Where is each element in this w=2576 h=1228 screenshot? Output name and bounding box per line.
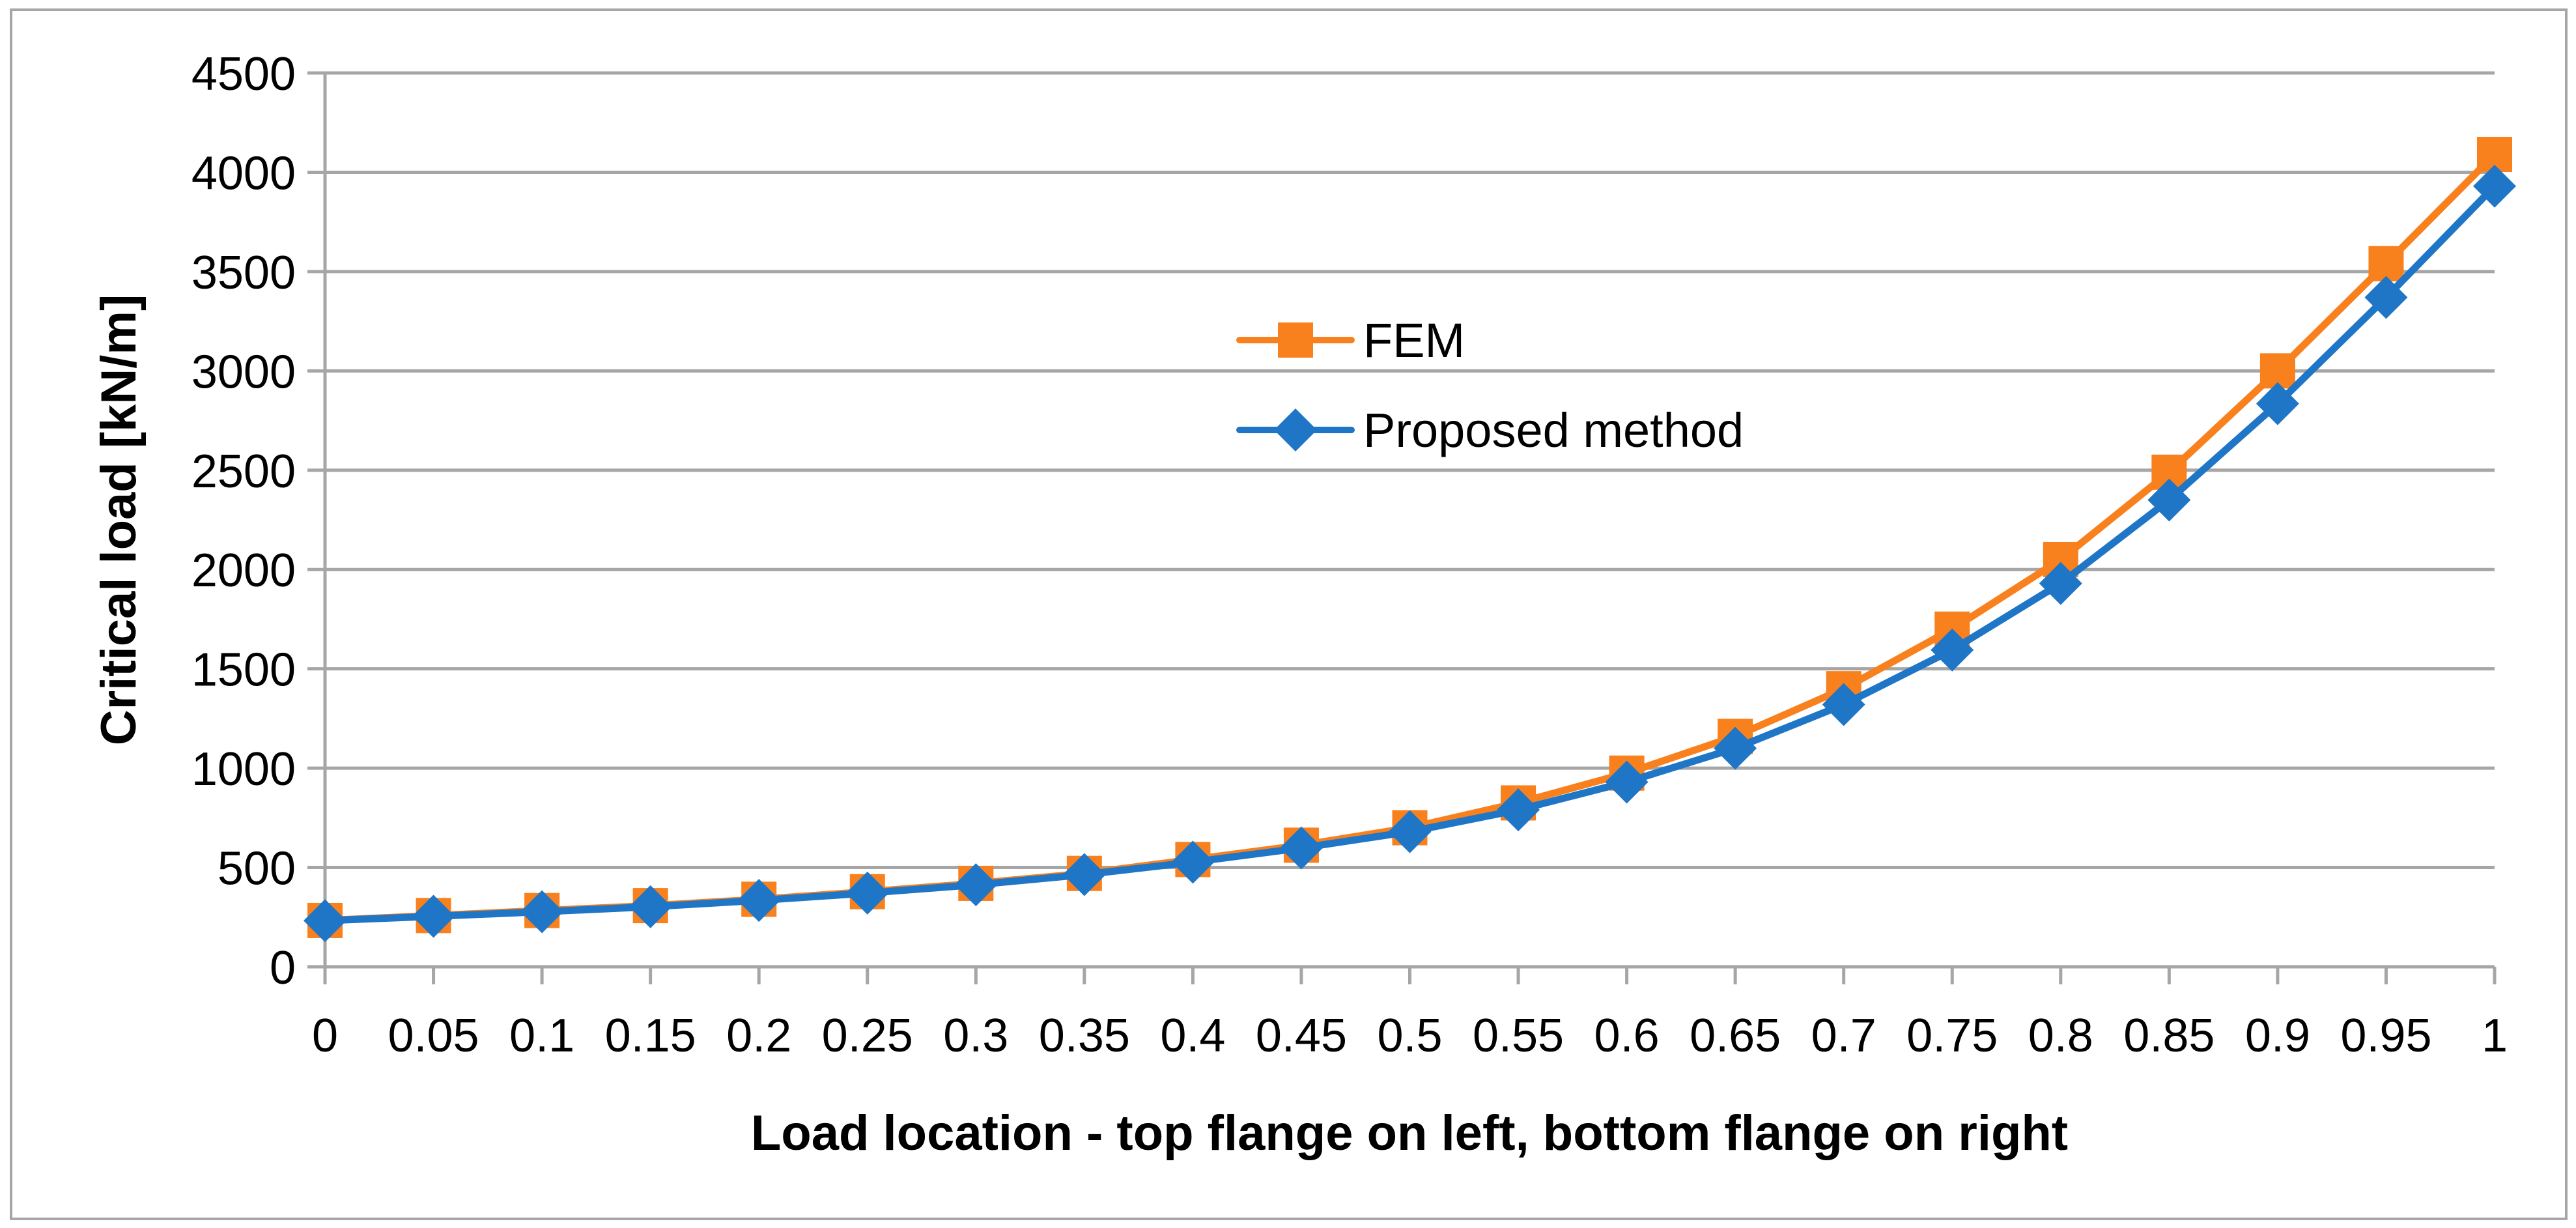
- x-tick-label: 0.05: [388, 1010, 479, 1062]
- x-tick-label: 0.7: [1811, 1010, 1876, 1062]
- y-tick-label: 500: [218, 843, 296, 895]
- series-proposed-method: [304, 164, 2516, 943]
- x-tick-label: 0.1: [509, 1010, 574, 1062]
- series-marker-proposed-method: [1822, 683, 1865, 726]
- x-tick-label: 0: [312, 1010, 338, 1062]
- x-tick-label: 0.45: [1256, 1010, 1347, 1062]
- x-tick-label: 0.35: [1039, 1010, 1130, 1062]
- x-tick-label: 0.85: [2123, 1010, 2215, 1062]
- series-marker-proposed-method: [629, 885, 672, 928]
- tick-marks: [307, 71, 2497, 984]
- x-tick-label: 0.65: [1690, 1010, 1781, 1062]
- series-marker-proposed-method: [2147, 478, 2191, 522]
- legend-label-proposed-method: Proposed method: [1363, 403, 1744, 457]
- x-tick-label: 0.55: [1473, 1010, 1564, 1062]
- y-tick-label: 2500: [191, 446, 296, 498]
- series-marker-proposed-method: [2473, 164, 2516, 208]
- series-marker-proposed-method: [1714, 726, 1757, 770]
- y-tick-label: 4000: [191, 147, 296, 199]
- x-tick-label: 0.8: [2028, 1010, 2093, 1062]
- series-marker-proposed-method: [1279, 826, 1323, 870]
- x-tick-label: 1: [2482, 1010, 2508, 1062]
- series-marker-proposed-method: [954, 863, 998, 907]
- legend-item-fem: FEM: [1236, 313, 1465, 367]
- series-marker-proposed-method: [2364, 276, 2408, 319]
- series-marker-proposed-method: [2039, 562, 2082, 605]
- figure-border: [10, 8, 2568, 1220]
- y-tick-label: 1500: [191, 644, 296, 696]
- series-marker-proposed-method: [2256, 382, 2299, 425]
- series-marker-fem: [2368, 246, 2404, 281]
- series-marker-proposed-method: [304, 899, 347, 943]
- x-tick-label: 0.25: [822, 1010, 913, 1062]
- x-tick-label: 0.4: [1160, 1010, 1225, 1062]
- x-tick-label: 0.2: [726, 1010, 791, 1062]
- legend-label-fem: FEM: [1363, 313, 1465, 367]
- series-marker-proposed-method: [1062, 853, 1106, 896]
- tick-labels: 0 500 1000 1500 2000 2500 3000 3500 4000 4500 0 0.0…: [191, 48, 2508, 1062]
- x-axis-title: Load location - top flange on left, bott…: [751, 1106, 2068, 1161]
- x-tick-label: 0.3: [943, 1010, 1008, 1062]
- x-tick-label: 0.15: [605, 1010, 696, 1062]
- y-tick-label: 2000: [191, 545, 296, 597]
- series-line-fem: [324, 152, 2497, 924]
- y-axis-title: Critical load [kN/m]: [91, 294, 147, 746]
- x-tick-label: 0.75: [1906, 1010, 1998, 1062]
- legend-marker-proposed-method: [1274, 408, 1317, 451]
- x-tick-label: 0.95: [2340, 1010, 2431, 1062]
- series-marker-proposed-method: [1497, 788, 1540, 832]
- legend-item-proposed-method: Proposed method: [1236, 403, 1744, 457]
- y-tick-label: 0: [270, 942, 296, 994]
- y-tick-label: 3500: [191, 247, 296, 299]
- series-marker-proposed-method: [1171, 840, 1215, 884]
- x-tick-label: 0.5: [1377, 1010, 1442, 1062]
- series-layer: [304, 137, 2516, 943]
- series-marker-proposed-method: [1931, 628, 1974, 672]
- gridlines: [325, 71, 2495, 870]
- series-marker-proposed-method: [845, 871, 889, 915]
- x-tick-label: 0.9: [2245, 1010, 2310, 1062]
- legend: FEM Proposed method: [1236, 313, 1744, 457]
- axes: [307, 73, 2495, 984]
- x-tick-label: 0.6: [1594, 1010, 1660, 1062]
- series-marker-proposed-method: [520, 890, 564, 934]
- y-tick-label: 3000: [191, 346, 296, 398]
- series-marker-proposed-method: [1605, 760, 1649, 804]
- series-marker-proposed-method: [737, 879, 781, 922]
- legend-marker-fem: [1278, 322, 1313, 358]
- series-marker-proposed-method: [1388, 810, 1432, 853]
- y-tick-label: 1000: [191, 743, 296, 795]
- y-tick-label: 4500: [191, 48, 296, 100]
- series-marker-proposed-method: [412, 894, 455, 938]
